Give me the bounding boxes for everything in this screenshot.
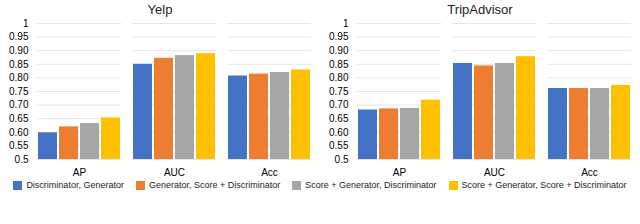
svg-text:0.60: 0.60 <box>329 127 349 138</box>
html-text:Yelp: Yelp <box>147 2 173 17</box>
svg-text:0.85: 0.85 <box>9 59 29 70</box>
html-text:Discriminator, Generator: Discriminator, Generator <box>26 180 124 190</box>
svg-text:0.90: 0.90 <box>329 45 349 56</box>
svg-text:0.75: 0.75 <box>329 86 349 97</box>
svg-text:0.55: 0.55 <box>9 140 29 151</box>
svg-text:AP: AP <box>73 167 87 177</box>
svg-text:Acc: Acc <box>581 167 598 177</box>
svg-text:0.95: 0.95 <box>9 31 29 42</box>
svg-text:0.90: 0.90 <box>9 45 29 56</box>
svg-text:AUC: AUC <box>164 167 185 177</box>
svg-text:0.70: 0.70 <box>9 99 29 110</box>
svg-text:0.70: 0.70 <box>329 99 349 110</box>
svg-text:0.75: 0.75 <box>9 86 29 97</box>
svg-text:0.60: 0.60 <box>9 127 29 138</box>
svg-text:AUC: AUC <box>484 167 505 177</box>
svg-text:0.80: 0.80 <box>329 72 349 83</box>
html-text:Generator, Score + Discriminat: Generator, Score + Discriminator <box>148 180 281 190</box>
svg-text:1: 1 <box>343 18 349 29</box>
svg-text:Acc: Acc <box>261 167 278 177</box>
svg-text:0.5: 0.5 <box>15 154 29 165</box>
svg-text:0.65: 0.65 <box>9 113 29 124</box>
html-text:TripAdvisor: TripAdvisor <box>447 2 513 17</box>
svg-text:0.65: 0.65 <box>329 113 349 124</box>
html-text:Score + Generator, Discriminat: Score + Generator, Discriminator <box>305 180 437 190</box>
svg-text:0.85: 0.85 <box>329 59 349 70</box>
svg-text:0.95: 0.95 <box>329 31 349 42</box>
svg-text:0.5: 0.5 <box>335 154 349 165</box>
html-text:Score + Generator, Score + Dis: Score + Generator, Score + Discriminator <box>461 180 627 190</box>
svg-text:0.55: 0.55 <box>329 140 349 151</box>
svg-text:1: 1 <box>23 18 29 29</box>
svg-text:0.80: 0.80 <box>9 72 29 83</box>
svg-text:AP: AP <box>393 167 407 177</box>
